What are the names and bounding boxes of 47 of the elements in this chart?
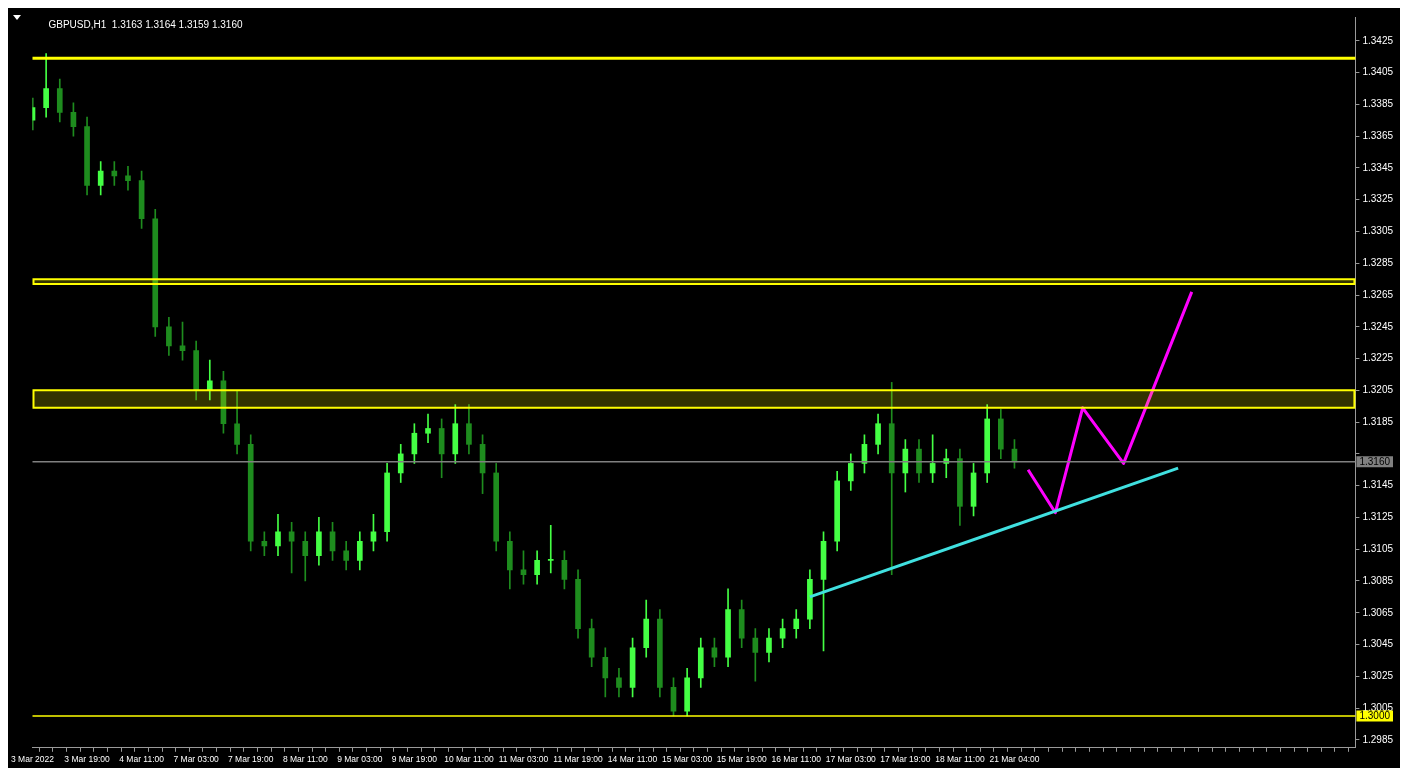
x-tick-label: 14 Mar 11:00	[607, 754, 658, 765]
y-tick-label: 1.3265	[1362, 288, 1394, 300]
y-tick-label: 1.3145	[1362, 479, 1394, 491]
y-tick-label: 1.3245	[1362, 320, 1394, 332]
x-tick-label: 18 Mar 11:00	[935, 754, 985, 765]
y-tick-label: 1.3425	[1362, 34, 1394, 46]
x-tick-label: 11 Mar 03:00	[498, 754, 549, 765]
x-tick-label: 7 Mar 19:00	[228, 754, 274, 765]
x-tick-label: 17 Mar 03:00	[825, 754, 877, 765]
chart-title: GBPUSD,H1 1.3163 1.3164 1.3159 1.3160	[48, 18, 243, 30]
y-tick-label: 1.3085	[1362, 574, 1394, 586]
y-tick-label: 1.3065	[1362, 606, 1394, 618]
x-tick-label: 21 Mar 04:00	[989, 754, 1040, 765]
x-tick-label: 3 Mar 2022	[11, 754, 55, 765]
x-tick-label: 7 Mar 03:00	[173, 754, 220, 765]
y-tick-label: 1.3285	[1362, 257, 1394, 268]
x-tick-label: 15 Mar 19:00	[716, 754, 767, 765]
y-tick-label: 1.3105	[1362, 542, 1394, 554]
candlestick	[425, 413, 431, 444]
x-tick-label: 8 Mar 11:00	[282, 754, 328, 765]
x-tick-label: 3 Mar 19:00	[64, 754, 110, 765]
y-tick-label: 1.3365	[1362, 129, 1394, 141]
x-tick-label: 4 Mar 11:00	[119, 754, 165, 765]
y-tick-label: 1.3125	[1362, 511, 1394, 523]
x-tick-label: 9 Mar 19:00	[391, 754, 438, 765]
y-tick-label: 1.3045	[1362, 638, 1394, 650]
x-tick-label: 9 Mar 03:00	[337, 754, 383, 765]
y-tick-label: 1.3025	[1362, 670, 1394, 682]
y-tick-label: 1.3325	[1362, 193, 1394, 205]
y-tick-label: 1.2985	[1362, 733, 1394, 745]
x-tick-label: 17 Mar 19:00	[880, 754, 931, 765]
y-tick-label: 1.3305	[1362, 225, 1394, 237]
y-tick-label: 1.3385	[1362, 98, 1394, 110]
candlestick	[111, 161, 118, 186]
y-tick-label: 1.3225	[1362, 352, 1394, 364]
ref-line-label: 1.3000	[1359, 709, 1391, 721]
y-tick-label: 1.3185	[1362, 415, 1394, 427]
y-tick-label: 1.3345	[1362, 161, 1394, 173]
x-tick-label: 15 Mar 03:00	[662, 754, 713, 765]
y-tick-label: 1.3205	[1362, 384, 1394, 396]
candlestick	[547, 525, 554, 574]
candlestick	[125, 166, 131, 191]
ref-line-label: 1.3160	[1359, 455, 1391, 467]
x-tick-label: 10 Mar 11:00	[444, 754, 494, 765]
x-tick-label: 16 Mar 11:00	[771, 754, 822, 765]
y-tick-label: 1.3405	[1362, 66, 1394, 78]
x-tick-label: 11 Mar 19:00	[553, 754, 604, 765]
